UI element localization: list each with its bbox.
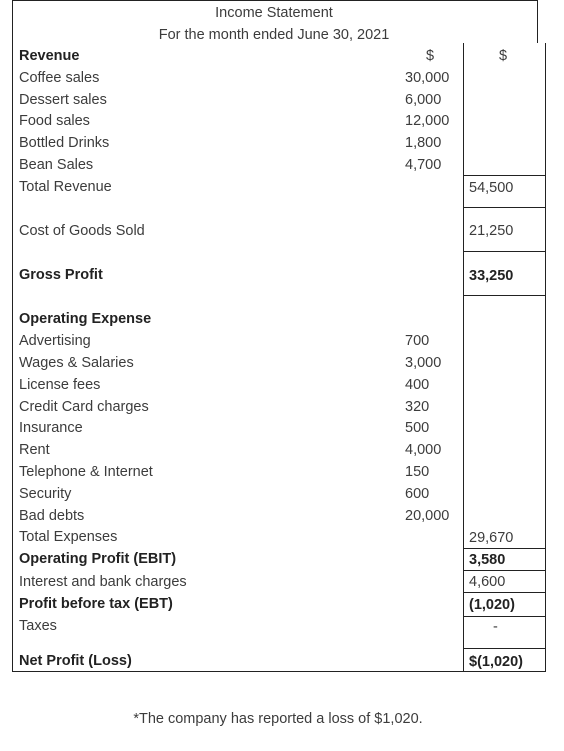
total-revenue-bottom-line: [463, 207, 546, 208]
footnote: *The company has reported a loss of $1,0…: [133, 711, 423, 727]
cogs-value: 21,250: [469, 223, 514, 239]
ebt-bottom-line: [463, 616, 546, 617]
expense-item-label: Advertising: [19, 333, 91, 349]
col-divider: [463, 43, 464, 671]
expense-item-amount: 4,000: [405, 442, 442, 458]
expense-item-amount: 600: [405, 486, 430, 502]
expense-item-label: Bad debts: [19, 508, 85, 524]
ebit-label: Operating Profit (EBIT): [19, 551, 177, 567]
expense-item-amount: 320: [405, 399, 430, 415]
expense-item-label: Rent: [19, 442, 50, 458]
frame-right-line: [537, 0, 538, 43]
revenue-item-label: Food sales: [19, 113, 90, 129]
expense-item-label: Security: [19, 486, 72, 502]
gross-profit-bottom-line: [463, 295, 546, 296]
taxes-value: -: [493, 619, 498, 635]
taxes-label: Taxes: [19, 618, 57, 634]
ebt-value: (1,020): [469, 597, 515, 613]
frame-left-line: [12, 0, 13, 672]
col-right-border: [545, 43, 546, 672]
expense-item-amount: 700: [405, 333, 430, 349]
total-revenue-value: 54,500: [469, 180, 514, 196]
expense-item-label: Insurance: [19, 420, 83, 436]
net-profit-label: Net Profit (Loss): [19, 653, 132, 669]
cogs-bottom-line: [463, 251, 546, 252]
interest-label: Interest and bank charges: [19, 574, 187, 590]
expense-item-label: Telephone & Internet: [19, 464, 153, 480]
ebit-bottom-line: [463, 570, 546, 571]
revenue-item-label: Dessert sales: [19, 92, 107, 108]
frame-top-line: [12, 0, 538, 1]
interest-value: 4,600: [469, 574, 506, 590]
currency-symbol-col2: $: [499, 48, 508, 64]
expense-item-amount: 20,000: [405, 508, 450, 524]
revenue-item-amount: 4,700: [405, 157, 442, 173]
revenue-item-amount: 6,000: [405, 92, 442, 108]
currency-symbol-col1: $: [426, 48, 435, 64]
cogs-label: Cost of Goods Sold: [19, 223, 145, 239]
expense-item-label: Credit Card charges: [19, 399, 149, 415]
frame-bottom-line: [12, 671, 546, 672]
interest-bottom-line: [463, 592, 546, 593]
expense-item-amount: 150: [405, 464, 430, 480]
expense-item-amount: 400: [405, 377, 430, 393]
total-expenses-label: Total Expenses: [19, 529, 118, 545]
revenue-item-amount: 1,800: [405, 135, 442, 151]
gross-profit-value: 33,250: [469, 268, 514, 284]
expense-item-amount: 3,000: [405, 355, 442, 371]
revenue-item-label: Bean Sales: [19, 157, 94, 173]
ebit-value: 3,580: [469, 552, 506, 568]
taxes-bottom-line: [463, 648, 546, 649]
revenue-item-amount: 12,000: [405, 113, 450, 129]
expense-item-label: License fees: [19, 377, 101, 393]
revenue-item-amount: 30,000: [405, 70, 450, 86]
revenue-heading: Revenue: [19, 48, 80, 64]
gross-profit-label: Gross Profit: [19, 267, 103, 283]
operating-expense-heading: Operating Expense: [19, 311, 152, 327]
total-revenue-top-line: [463, 175, 546, 176]
net-profit-value: $(1,020): [469, 654, 524, 670]
total-revenue-label: Total Revenue: [19, 179, 112, 195]
total-expenses-value: 29,670: [469, 530, 514, 546]
ebt-label: Profit before tax (EBT): [19, 596, 173, 612]
statement-title: Income Statement: [215, 5, 333, 21]
revenue-item-label: Coffee sales: [19, 70, 100, 86]
statement-period: For the month ended June 30, 2021: [158, 27, 390, 43]
expense-item-amount: 500: [405, 420, 430, 436]
revenue-item-label: Bottled Drinks: [19, 135, 110, 151]
total-expenses-bottom-line: [463, 548, 546, 549]
expense-item-label: Wages & Salaries: [19, 355, 134, 371]
